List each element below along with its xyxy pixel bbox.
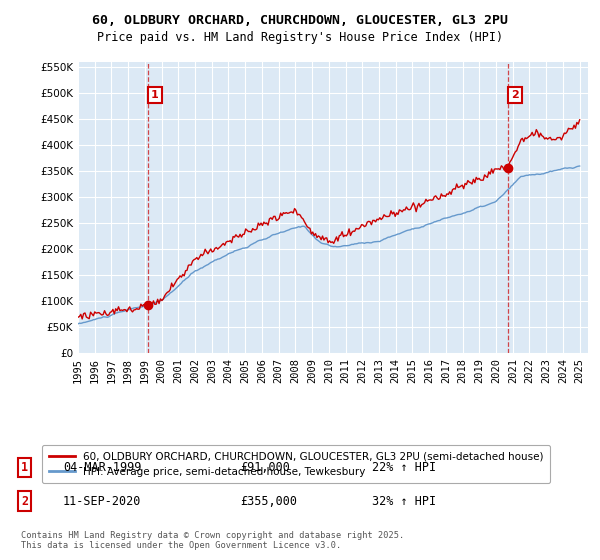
Text: 2: 2 [21, 494, 28, 508]
Text: 2: 2 [511, 90, 519, 100]
Text: 1: 1 [151, 90, 159, 100]
Legend: 60, OLDBURY ORCHARD, CHURCHDOWN, GLOUCESTER, GL3 2PU (semi-detached house), HPI:: 60, OLDBURY ORCHARD, CHURCHDOWN, GLOUCES… [43, 445, 550, 483]
Text: 11-SEP-2020: 11-SEP-2020 [63, 494, 142, 508]
Text: Contains HM Land Registry data © Crown copyright and database right 2025.
This d: Contains HM Land Registry data © Crown c… [21, 530, 404, 550]
Text: £355,000: £355,000 [240, 494, 297, 508]
Text: 04-MAR-1999: 04-MAR-1999 [63, 461, 142, 474]
Text: 1: 1 [21, 461, 28, 474]
Text: £91,000: £91,000 [240, 461, 290, 474]
Text: 32% ↑ HPI: 32% ↑ HPI [372, 494, 436, 508]
Text: Price paid vs. HM Land Registry's House Price Index (HPI): Price paid vs. HM Land Registry's House … [97, 31, 503, 44]
Text: 60, OLDBURY ORCHARD, CHURCHDOWN, GLOUCESTER, GL3 2PU: 60, OLDBURY ORCHARD, CHURCHDOWN, GLOUCES… [92, 14, 508, 27]
Text: 22% ↑ HPI: 22% ↑ HPI [372, 461, 436, 474]
